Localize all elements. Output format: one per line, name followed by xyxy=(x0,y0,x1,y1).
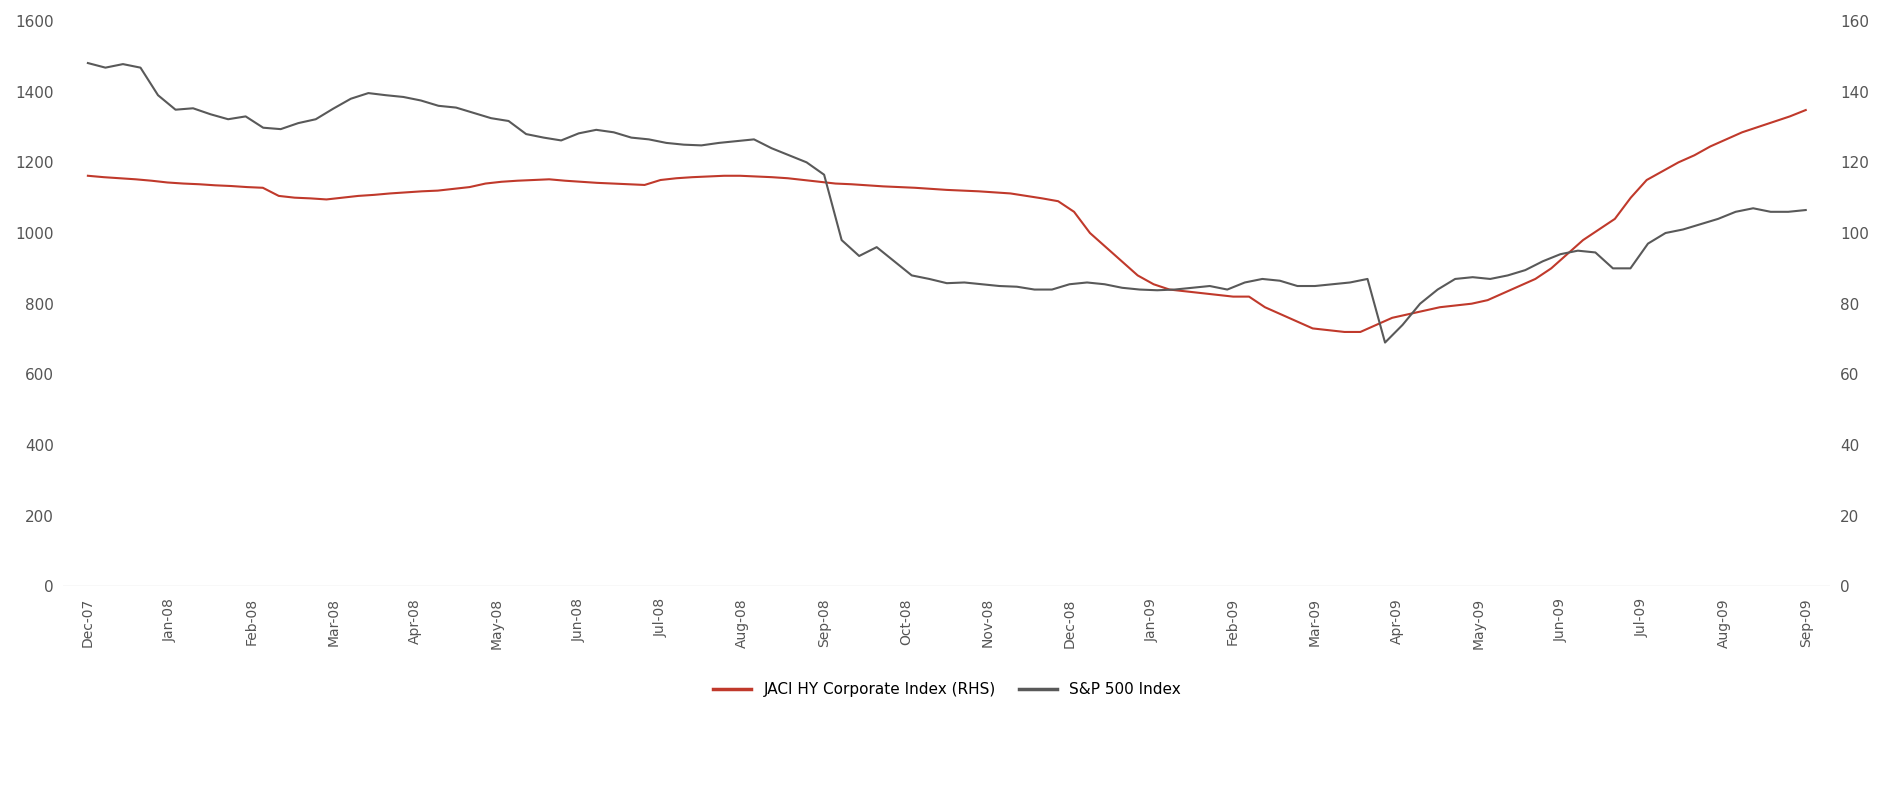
Legend: JACI HY Corporate Index (RHS), S&P 500 Index: JACI HY Corporate Index (RHS), S&P 500 I… xyxy=(706,676,1187,703)
